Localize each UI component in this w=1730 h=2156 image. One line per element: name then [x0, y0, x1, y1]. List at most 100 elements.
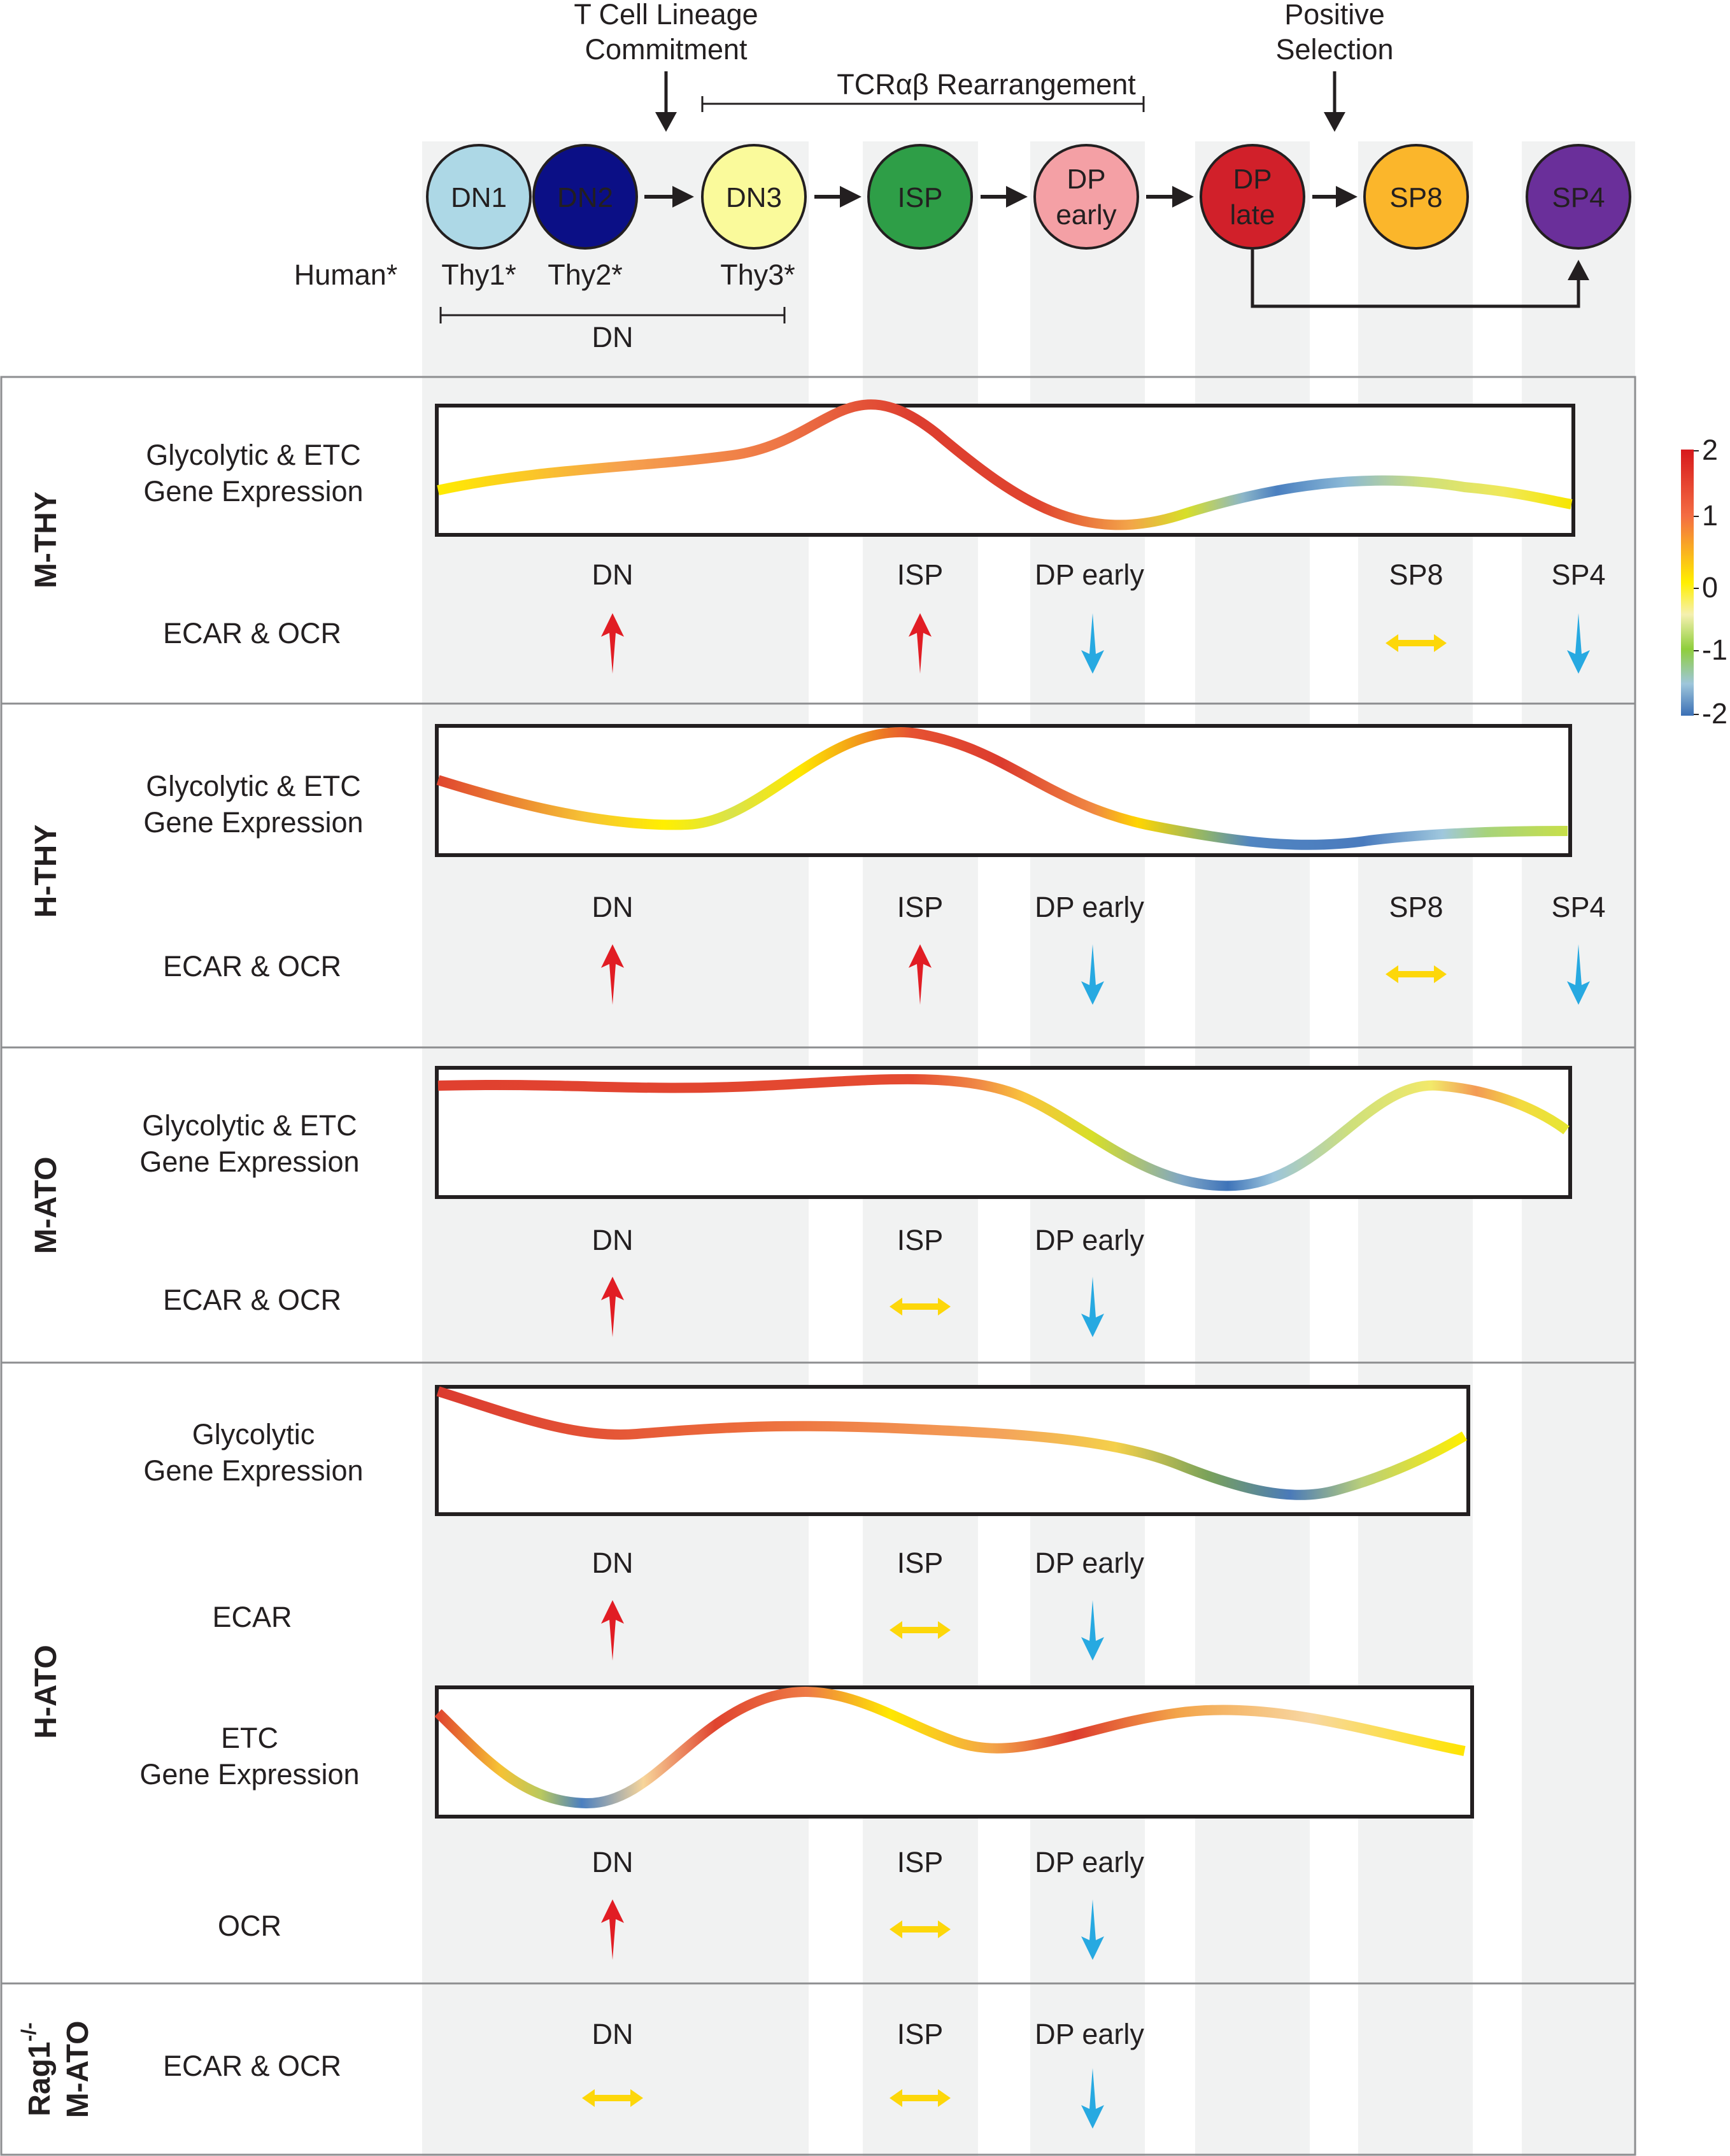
svg-text:DN3: DN3: [726, 182, 782, 213]
down-arrow-icon: [1081, 1899, 1104, 1960]
colorbar-tick: 0: [1702, 571, 1718, 604]
etc-expression-box: [435, 1685, 1474, 1819]
panel-name: Rag1-/-: [17, 2022, 57, 2117]
gene-expression-label-line2: Gene Expression: [143, 475, 363, 507]
panel-m-thy: M-THY Glycolytic & ETC Gene Expression E…: [29, 399, 1606, 674]
arrow-isp-dpearly-icon: [981, 186, 1028, 208]
svg-text:ISP: ISP: [898, 182, 943, 213]
gene-expression-label: Glycolytic & ETC: [146, 770, 361, 802]
stage-label: ISP: [897, 2018, 944, 2050]
up-arrow-icon: [601, 1600, 624, 1661]
flat-arrow-icon: [1386, 965, 1447, 983]
up-arrow-icon: [909, 613, 932, 674]
svg-text:DP: DP: [1233, 164, 1272, 195]
positive-selection-label-line2: Selection: [1275, 33, 1393, 66]
header: T Cell Lineage Commitment TCRαβ Rearrang…: [294, 0, 1631, 353]
stage-label: DP early: [1035, 1547, 1144, 1579]
down-arrow-icon: [1081, 1600, 1104, 1661]
colorbar-tick: 1: [1702, 499, 1718, 532]
panel-name-line2: M-ATO: [61, 2021, 95, 2118]
stage-isp: ISP: [867, 144, 973, 250]
stage-label: DP early: [1035, 2018, 1144, 2050]
gene-expression-label: Glycolytic & ETC: [142, 1109, 357, 1142]
etc-expression-curve: [434, 1687, 1466, 1809]
panel-name: M-ATO: [29, 1157, 63, 1254]
svg-text:late: late: [1230, 199, 1275, 230]
stage-label: ISP: [897, 558, 944, 591]
expression-curve: [437, 399, 1573, 530]
stage-dn2: DN2: [532, 144, 638, 250]
panel-name: H-ATO: [29, 1645, 63, 1739]
stage-label: SP8: [1389, 558, 1443, 591]
stage-label: SP4: [1551, 558, 1605, 591]
flat-arrow-icon: [890, 1920, 951, 1938]
expression-curve: [436, 1386, 1468, 1500]
ecar-label: ECAR: [212, 1601, 292, 1633]
expression-box: [435, 724, 1572, 857]
stage-label: SP8: [1389, 891, 1443, 923]
stage-label: ISP: [897, 891, 944, 923]
stage-label: DN: [592, 891, 634, 923]
svg-text:DP: DP: [1067, 164, 1105, 195]
colorbar-gradient: [1681, 450, 1694, 716]
gene-expression-label: Glycolytic & ETC: [146, 439, 361, 471]
direction-arrows: [582, 2068, 1104, 2129]
svg-text:early: early: [1056, 199, 1116, 230]
thy3-label: Thy3*: [720, 259, 795, 291]
stage-sp4: SP4: [1526, 144, 1631, 250]
stage-label: DN: [592, 1846, 634, 1878]
stage-dn1: DN1: [426, 144, 532, 250]
stage-label: DN: [592, 558, 634, 591]
panel-name-superscript: -/-: [17, 2022, 40, 2041]
direction-arrows: [601, 1277, 1104, 1337]
positive-selection-label: Positive: [1284, 0, 1385, 31]
arrow-dplate-sp4-icon: [1568, 260, 1589, 280]
stage-label: ISP: [897, 1846, 944, 1878]
arrow-dpearly-dplate-icon: [1146, 186, 1194, 208]
flat-arrow-icon: [890, 2089, 951, 2107]
down-arrow-icon: [1567, 944, 1590, 1005]
ecar-ocr-label: ECAR & OCR: [163, 1284, 341, 1316]
thy2-label: Thy2*: [548, 259, 623, 291]
etc-expression-label: ETC: [221, 1722, 278, 1754]
arrow-dn2-dn3-icon: [644, 186, 694, 208]
flat-arrow-icon: [582, 2089, 643, 2107]
gene-expression-label-line2: Gene Expression: [143, 1454, 363, 1487]
ecar-ocr-label: ECAR & OCR: [163, 950, 341, 982]
stage-label: ISP: [897, 1547, 944, 1579]
stage-label: ISP: [897, 1224, 944, 1256]
stage-label: DP early: [1035, 1846, 1144, 1878]
gene-expression-label-line2: Gene Expression: [139, 1145, 359, 1178]
up-arrow-icon: [601, 613, 624, 674]
stage-dp-early: DP early: [1033, 144, 1139, 250]
panel-name-rag1: Rag1: [23, 2041, 57, 2116]
commitment-label-line2: Commitment: [585, 33, 748, 66]
gene-expression-label-line2: Gene Expression: [143, 806, 363, 839]
panel-m-ato: M-ATO Glycolytic & ETC Gene Expression E…: [29, 1066, 1572, 1337]
down-arrow-icon: [1081, 944, 1104, 1005]
stage-label: DN: [592, 2018, 634, 2050]
direction-arrows: [601, 613, 1590, 674]
panel-h-ato: H-ATO Glycolytic Gene Expression ECAR DN…: [29, 1385, 1474, 1960]
panel-rag1-m-ato: Rag1-/- M-ATO ECAR & OCR DN ISP DP early: [17, 2018, 1144, 2129]
down-arrow-icon: [1567, 613, 1590, 674]
colorbar-tick: -1: [1702, 634, 1727, 666]
svg-text:DN1: DN1: [451, 182, 507, 213]
arrow-dplate-sp8-icon: [1312, 186, 1358, 208]
colorbar-tick: 2: [1702, 434, 1718, 466]
panel-name: H-THY: [29, 825, 63, 918]
stage-dp-late: DP late: [1200, 144, 1305, 250]
stage-label: DN: [592, 1224, 634, 1256]
dn-span-label: DN: [592, 321, 634, 353]
stage-label: DN: [592, 1547, 634, 1579]
svg-text:DN2: DN2: [557, 182, 613, 213]
expression-curve: [436, 727, 1568, 850]
panel-name: M-THY: [29, 492, 63, 588]
stage-label: SP4: [1551, 891, 1605, 923]
up-arrow-icon: [601, 1277, 624, 1337]
transition-arrows: [644, 186, 1358, 208]
rearrangement-bracket: [701, 96, 1145, 112]
up-arrow-icon: [601, 944, 624, 1005]
down-arrow-icon: [1081, 1277, 1104, 1337]
svg-text:SP4: SP4: [1552, 182, 1605, 213]
